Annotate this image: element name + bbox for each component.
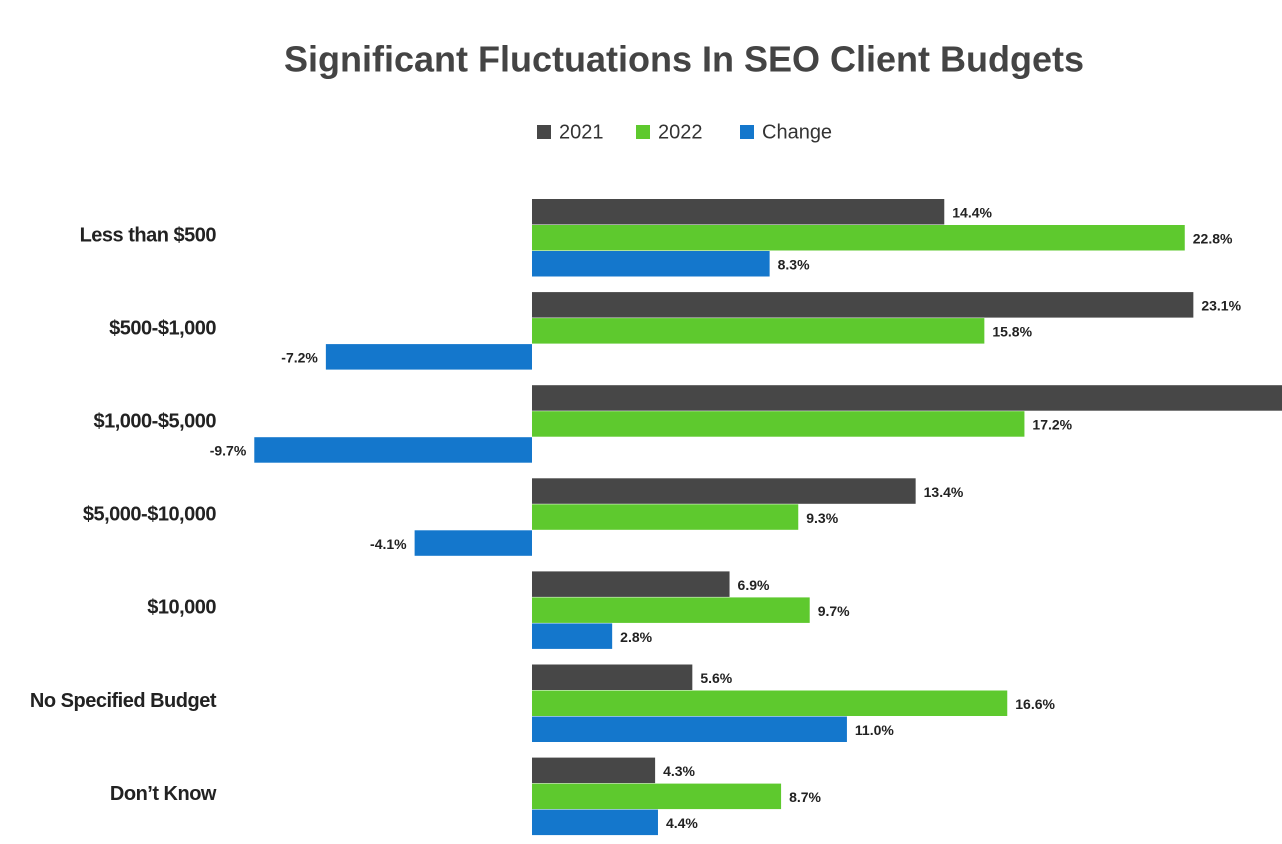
- value-label: 8.3%: [778, 256, 810, 272]
- bar: [532, 809, 658, 836]
- value-label: 5.6%: [700, 670, 732, 686]
- value-label: 2.8%: [620, 629, 652, 645]
- bar: [532, 757, 656, 784]
- bar: [532, 716, 847, 742]
- value-label: 13.4%: [924, 484, 964, 500]
- bar: [532, 783, 782, 810]
- category-label: Don’t Know: [110, 783, 217, 805]
- bar: [532, 623, 613, 649]
- value-label: 8.7%: [789, 789, 821, 805]
- legend-label: 2021: [559, 121, 604, 143]
- value-label: 17.2%: [1032, 417, 1072, 433]
- bar: [532, 504, 799, 530]
- bar: [532, 478, 916, 504]
- value-label: 9.7%: [818, 603, 850, 619]
- value-label: 4.3%: [663, 763, 695, 779]
- value-label: -7.2%: [281, 350, 318, 366]
- bar: [414, 530, 532, 556]
- legend-swatch: [537, 125, 551, 139]
- bar: [532, 318, 985, 344]
- bar: [532, 292, 1194, 318]
- bar: [532, 597, 810, 623]
- chart-title: Significant Fluctuations In SEO Client B…: [284, 39, 1084, 80]
- category-label: $5,000-$10,000: [83, 504, 217, 526]
- bar: [254, 437, 532, 463]
- value-label: 16.6%: [1015, 696, 1055, 712]
- value-label: -9.7%: [210, 443, 247, 459]
- bar: [532, 251, 770, 277]
- category-label: No Specified Budget: [30, 690, 217, 712]
- bar: [532, 225, 1185, 251]
- legend-label: Change: [762, 121, 832, 143]
- value-label: 23.1%: [1201, 298, 1241, 314]
- value-label: 11.0%: [855, 722, 894, 738]
- category-label: $500-$1,000: [109, 317, 216, 339]
- bar: [325, 344, 532, 370]
- category-label: Less than $500: [80, 224, 217, 246]
- category-label: $10,000: [147, 597, 216, 619]
- bar: [532, 199, 945, 225]
- legend-swatch: [740, 125, 754, 139]
- bar: [532, 664, 693, 690]
- value-label: 9.3%: [806, 510, 838, 526]
- value-label: 15.8%: [992, 324, 1032, 340]
- category-label: $1,000-$5,000: [93, 410, 216, 432]
- legend-label: 2022: [658, 121, 703, 143]
- bar: [532, 385, 1282, 411]
- value-label: -4.1%: [370, 536, 407, 552]
- bar: [532, 411, 1025, 437]
- legend-swatch: [636, 125, 650, 139]
- value-label: 22.8%: [1193, 230, 1233, 246]
- value-label: 4.4%: [666, 815, 698, 831]
- bar: [532, 571, 730, 597]
- bar: [532, 690, 1008, 716]
- value-label: 14.4%: [952, 204, 992, 220]
- value-label: 6.9%: [738, 577, 770, 593]
